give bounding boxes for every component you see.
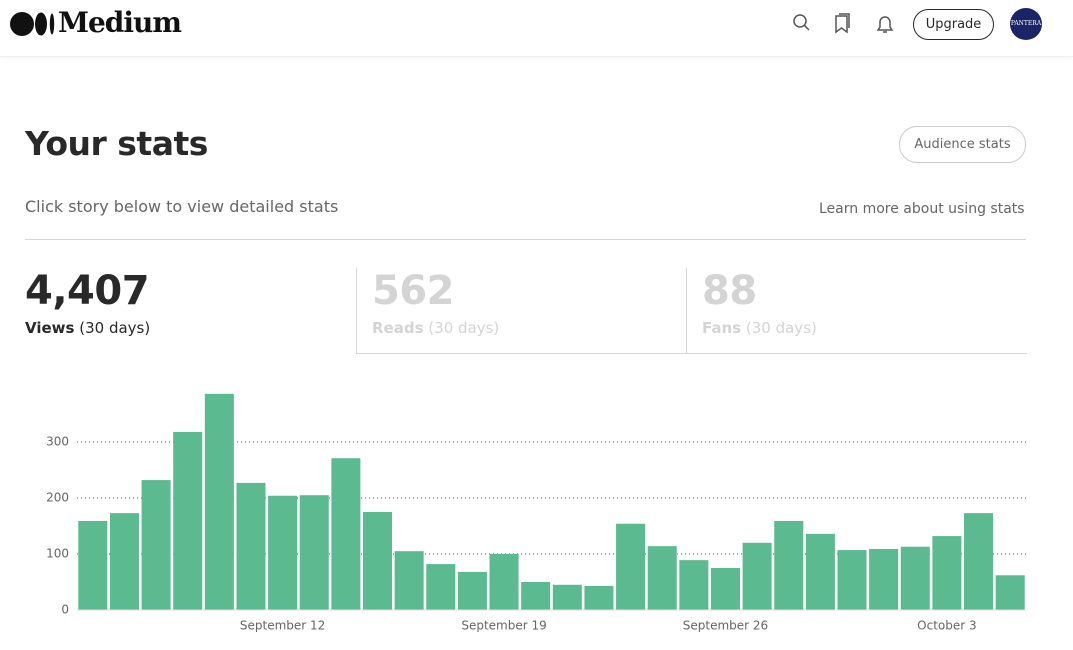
stat-name: Views	[25, 319, 75, 337]
stat-name: Fans	[702, 319, 742, 337]
bar	[204, 393, 234, 610]
stat-label: Fans (30 days)	[702, 319, 817, 337]
divider	[25, 239, 1026, 240]
y-tick-label: 200	[46, 491, 69, 505]
stat-label: Views (30 days)	[25, 319, 150, 337]
y-tick-label: 100	[46, 547, 69, 561]
top-bar: Medium Upgrade PANTERA	[0, 0, 1073, 57]
chart: 0 100 200 300 September 12 September 19 Septem…	[46, 393, 1026, 633]
stat-value: 562	[372, 268, 455, 314]
x-tick-label: September 12	[240, 619, 325, 633]
stat-period: (30 days)	[428, 319, 500, 337]
bar	[552, 584, 582, 610]
bar	[837, 550, 867, 610]
bar	[299, 495, 329, 610]
logo[interactable]: Medium	[58, 6, 182, 39]
bar	[141, 480, 171, 610]
bar	[742, 542, 772, 610]
stat-value: 88	[702, 268, 757, 314]
avatar[interactable]: PANTERA	[1010, 8, 1042, 40]
bar	[900, 546, 930, 610]
bar	[710, 568, 740, 610]
x-tick-label: October 3	[917, 619, 976, 633]
page-title: Your stats	[25, 124, 208, 163]
bar	[774, 520, 804, 610]
search-icon[interactable]	[793, 14, 807, 28]
y-tick-label: 300	[46, 435, 69, 449]
bar	[521, 582, 551, 610]
stat-tab[interactable]: 4,407 Views (30 days)	[25, 268, 355, 353]
bar	[964, 513, 994, 610]
subtitle: Click story below to view detailed stats	[25, 197, 339, 216]
bar	[394, 551, 424, 610]
stat-period: (30 days)	[79, 319, 151, 337]
bar	[584, 585, 614, 610]
bar	[78, 520, 108, 610]
learn-link[interactable]: Learn more about using stats	[819, 201, 1025, 217]
bar	[236, 482, 266, 610]
bar	[869, 548, 899, 610]
upgrade-button[interactable]: Upgrade	[913, 9, 994, 40]
bar	[363, 512, 393, 610]
bookmark-icon[interactable]	[835, 13, 850, 34]
bar	[489, 554, 519, 610]
bar	[805, 533, 835, 610]
bar	[457, 571, 487, 610]
y-tick-label: 0	[61, 603, 69, 617]
bar	[647, 546, 677, 610]
stat-period: (30 days)	[745, 319, 817, 337]
logo-mark	[10, 12, 55, 36]
audience-button[interactable]: Audience stats	[899, 126, 1026, 163]
bar	[268, 495, 298, 610]
icons	[793, 13, 894, 34]
bar	[331, 458, 361, 610]
bar	[679, 560, 709, 610]
stat-name: Reads	[372, 319, 424, 337]
bar	[109, 513, 139, 610]
stat-value: 4,407	[25, 268, 150, 314]
x-tick-label: September 19	[461, 619, 546, 633]
bar	[426, 564, 456, 610]
bar	[173, 431, 203, 610]
bar	[616, 523, 646, 610]
x-tick-label: September 26	[683, 619, 768, 633]
stat-label: Reads (30 days)	[372, 319, 499, 337]
bar	[995, 575, 1025, 610]
bar	[932, 536, 962, 610]
stat-tab[interactable]: 88 Fans (30 days)	[686, 268, 1027, 354]
stat-tab[interactable]: 562 Reads (30 days)	[356, 268, 687, 354]
bell-icon[interactable]	[876, 16, 894, 33]
